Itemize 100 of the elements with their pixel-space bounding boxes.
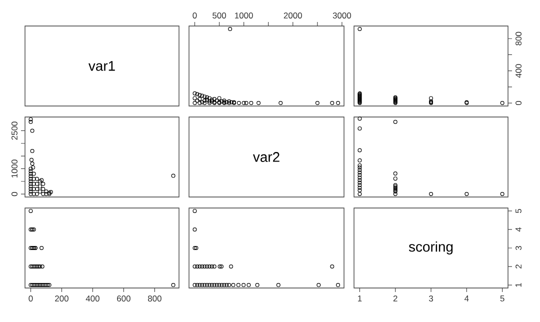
point [192,101,197,106]
point [32,192,36,196]
point [44,190,48,194]
point [358,91,362,96]
x-tick-label: 0 [192,12,197,18]
point [30,128,34,133]
x-tick-label: 5 [500,296,504,302]
point [242,283,246,288]
y-tick-label: 1 [516,283,522,287]
point [336,101,340,106]
point [429,192,434,196]
point [330,264,334,269]
y-tick-label: 2500 [11,122,18,140]
point [227,283,232,288]
point [28,186,33,191]
point [202,101,207,106]
point [192,227,197,232]
point [195,98,200,103]
point [40,264,44,269]
x-tick-label: 2 [393,296,398,302]
point [36,283,40,288]
point [38,184,42,188]
point [315,101,320,106]
point [393,120,398,124]
x-tick-label: 0 [28,296,33,302]
point [38,179,42,184]
point [219,264,224,269]
point [192,208,197,213]
point [40,246,44,250]
point [28,182,33,186]
point [464,192,469,196]
x-tick-label: 600 [117,296,130,302]
point [33,283,38,288]
point [28,264,33,269]
point [358,186,362,190]
point [42,283,47,288]
point [28,172,33,176]
point [358,176,362,180]
point [358,173,362,178]
point [202,94,207,99]
point [192,264,197,269]
point [220,99,224,104]
point [316,283,321,288]
point [278,101,283,106]
point [393,176,398,181]
point [30,264,34,269]
point [33,264,38,269]
point [32,176,36,181]
point [38,283,42,288]
point [429,96,434,100]
point [30,158,34,162]
point [40,178,44,182]
point [231,283,236,288]
point [358,26,362,31]
point [192,91,197,96]
point [236,101,241,106]
point [358,165,362,170]
point [32,172,36,176]
point [393,95,398,100]
point [212,264,216,269]
point [198,92,202,97]
point [336,283,340,288]
point [192,246,197,250]
point [38,190,42,194]
y-tick-label: 2 [516,264,522,268]
point [36,264,40,269]
point [276,283,280,288]
point [34,182,39,186]
point [41,186,46,191]
point [227,101,232,106]
point [358,148,362,152]
point [28,176,33,181]
point [228,26,232,31]
point [393,188,398,192]
point [358,180,362,185]
y-tick-label: 3 [516,246,522,250]
point [210,98,214,102]
x-tick-label: 800 [148,296,162,302]
point [46,283,50,288]
point [200,283,204,288]
text: var1 [88,61,115,71]
text: var2 [252,152,280,162]
point [500,101,504,106]
y-tick-label: 4 [516,227,522,232]
point [212,96,216,101]
point [217,96,222,100]
y-tick-label: 0 [516,101,522,106]
point [229,264,234,269]
point [30,283,34,288]
point [32,182,36,186]
point [47,283,52,288]
point [31,165,36,170]
point [28,283,33,288]
point [202,98,207,103]
x-tick-label: 1 [358,296,362,302]
point [230,100,234,104]
point [34,186,39,191]
point [28,246,33,250]
point [41,283,46,288]
point [224,100,229,104]
